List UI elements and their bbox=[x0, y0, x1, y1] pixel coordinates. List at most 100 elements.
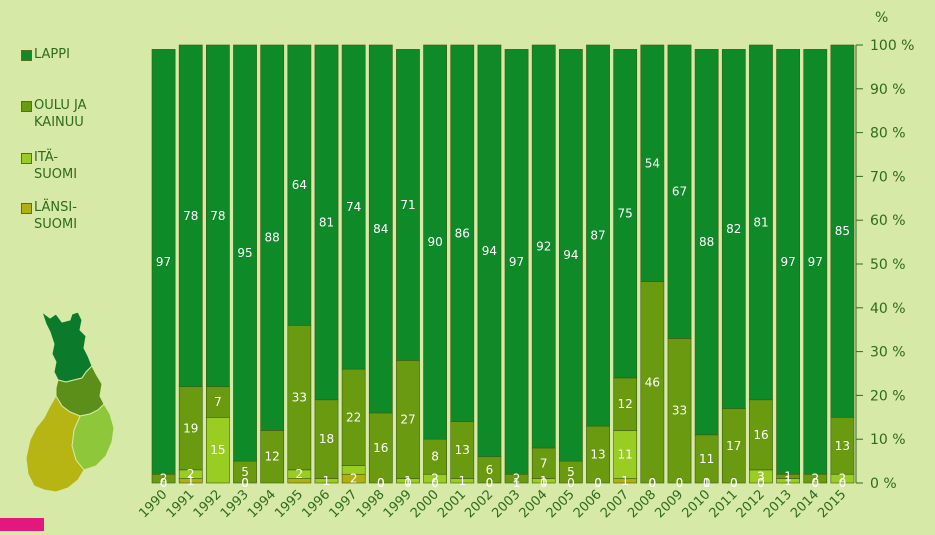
x-tick-label: 2001 bbox=[435, 487, 469, 521]
bar-value-label: 1 bbox=[323, 474, 331, 488]
bar-segment bbox=[667, 44, 692, 339]
bar-segment bbox=[721, 49, 746, 409]
bar-value-label: 27 bbox=[400, 412, 415, 426]
bar-value-label: 6 bbox=[486, 463, 494, 477]
bar-value-label: 1 bbox=[187, 474, 195, 488]
bar-value-label: 0 bbox=[241, 476, 249, 490]
bar-value-label: 90 bbox=[427, 235, 442, 249]
bar-value-label: 0 bbox=[594, 476, 602, 490]
bar-segment bbox=[694, 49, 719, 436]
x-tick-label: 1993 bbox=[218, 487, 252, 521]
bar-segment bbox=[586, 44, 610, 427]
bar-value-label: 75 bbox=[618, 207, 633, 221]
y-tick-label: 90 % bbox=[870, 82, 906, 98]
bar-value-label: 0 bbox=[160, 476, 168, 490]
x-tick-label: 1998 bbox=[354, 487, 388, 521]
bar-value-label: 97 bbox=[509, 255, 524, 269]
bar-value-label: 1 bbox=[458, 474, 466, 488]
legend-item-lappi: LAPPI bbox=[21, 46, 70, 63]
bar-value-label: 3 bbox=[757, 469, 765, 483]
x-tick-label: 1992 bbox=[191, 487, 225, 521]
bar-segment bbox=[477, 44, 502, 458]
bar-segment bbox=[776, 49, 800, 475]
bar-value-label: 17 bbox=[726, 439, 741, 453]
x-tick-label: 2011 bbox=[707, 487, 741, 521]
bar-value-label: 0 bbox=[811, 476, 819, 490]
bar-value-label: 78 bbox=[210, 209, 225, 223]
bar-value-label: 97 bbox=[808, 255, 823, 269]
y-tick-label: 80 % bbox=[870, 126, 906, 142]
x-tick-label: 2008 bbox=[625, 487, 659, 521]
bar-value-label: 1 bbox=[784, 474, 792, 488]
bar-value-label: 95 bbox=[237, 246, 252, 260]
bar-value-label: 81 bbox=[753, 215, 768, 229]
bar-value-label: 1 bbox=[404, 474, 412, 488]
y-tick-label: 70 % bbox=[870, 169, 906, 185]
legend-item-lansi-suomi: LÄNSI- SUOMI bbox=[21, 199, 77, 233]
x-tick-label: 2013 bbox=[761, 487, 795, 521]
legend-swatch-oulu-ja-kainuu bbox=[21, 101, 32, 112]
map-region-lansi-suomi bbox=[25, 395, 85, 493]
bar-value-label: 0 bbox=[703, 476, 711, 490]
legend-item-ita-suomi: ITÄ- SUOMI bbox=[21, 149, 77, 183]
bar-value-label: 16 bbox=[753, 428, 768, 442]
bar-value-label: 2 bbox=[513, 472, 521, 486]
bar-value-label: 2 bbox=[431, 472, 439, 486]
bar-value-label: 13 bbox=[590, 448, 605, 462]
bar-value-label: 2 bbox=[296, 467, 304, 481]
bar-value-label: 2 bbox=[811, 472, 819, 486]
bar-segment bbox=[559, 49, 583, 462]
bar-value-label: 0 bbox=[676, 476, 684, 490]
x-tick-label: 1994 bbox=[245, 487, 279, 521]
bar-value-label: 22 bbox=[346, 410, 361, 424]
bar-segment bbox=[803, 49, 828, 475]
x-tick-label: 2009 bbox=[652, 487, 686, 521]
bar-value-label: 87 bbox=[590, 229, 605, 243]
bar-segment bbox=[206, 44, 230, 387]
bar-value-label: 81 bbox=[319, 215, 334, 229]
bar-value-label: 0 bbox=[160, 476, 168, 490]
bar-value-label: 94 bbox=[482, 244, 497, 258]
bar-value-label: 0 bbox=[649, 476, 657, 490]
bar-segment bbox=[233, 44, 257, 462]
bar-value-label: 0 bbox=[486, 476, 494, 490]
x-tick-label: 2015 bbox=[815, 487, 849, 521]
bar-value-label: 1 bbox=[703, 476, 711, 490]
bar-value-label: 78 bbox=[183, 209, 198, 223]
finland-regions-map-icon bbox=[25, 310, 115, 493]
x-tick-label: 2003 bbox=[489, 487, 523, 521]
bar-value-label: 12 bbox=[618, 397, 633, 411]
bar-value-label: 94 bbox=[563, 248, 578, 262]
bar-segment bbox=[287, 44, 312, 326]
legend-swatch-ita-suomi bbox=[21, 153, 32, 164]
legend-label-ita-suomi: ITÄ- SUOMI bbox=[34, 150, 78, 182]
x-tick-label: 2004 bbox=[517, 487, 551, 521]
x-tick-label: 2000 bbox=[408, 487, 442, 521]
bar-value-label: 12 bbox=[265, 450, 280, 464]
bar-value-label: 97 bbox=[780, 255, 795, 269]
bar-value-label: 2 bbox=[350, 472, 358, 486]
x-tick-label: 2014 bbox=[788, 487, 822, 521]
bar-segment bbox=[368, 44, 393, 414]
bar-value-label: 86 bbox=[455, 226, 470, 240]
legend-swatch-lansi-suomi bbox=[21, 203, 32, 214]
x-tick-label: 2006 bbox=[571, 487, 605, 521]
bar-value-label: 2 bbox=[839, 472, 847, 486]
y-tick-label: 10 % bbox=[870, 432, 906, 448]
bar-value-label: 2 bbox=[187, 467, 195, 481]
x-tick-label: 2012 bbox=[734, 487, 768, 521]
bar-value-label: 0 bbox=[431, 476, 439, 490]
bar-segment bbox=[341, 44, 366, 370]
bar-segment bbox=[504, 49, 529, 475]
y-axis-unit-label: % bbox=[875, 10, 888, 26]
x-tick-label: 2010 bbox=[679, 487, 713, 521]
color-marker bbox=[0, 518, 44, 531]
bar-value-label: 1 bbox=[784, 469, 792, 483]
legend-swatch-lappi bbox=[21, 50, 32, 61]
bar-value-label: 16 bbox=[373, 441, 388, 455]
bar-value-label: 7 bbox=[214, 395, 222, 409]
bar-value-label: 0 bbox=[839, 476, 847, 490]
legend-label-oulu-ja-kainuu: OULU JA KAINUU bbox=[34, 98, 87, 130]
bar-value-label: 33 bbox=[292, 391, 307, 405]
